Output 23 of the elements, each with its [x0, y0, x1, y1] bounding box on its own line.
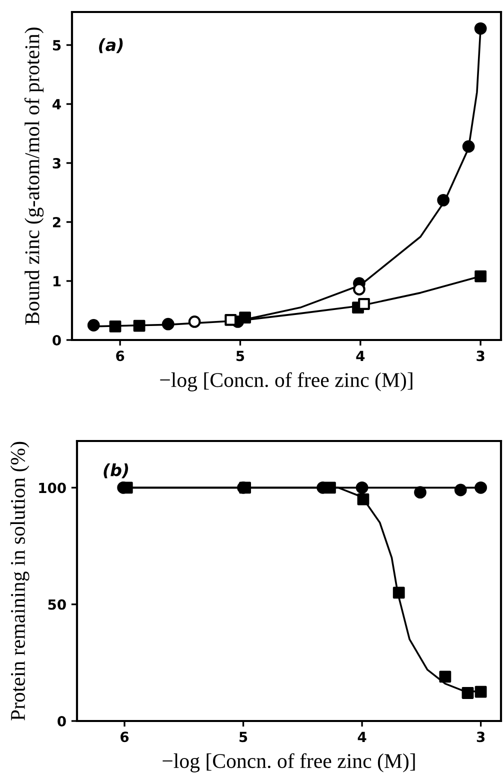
- x-axis-title: −log [Concn. of free zinc (M)]: [162, 753, 415, 772]
- annotation: (b): [104, 463, 128, 478]
- annotation: (a): [99, 38, 123, 54]
- x-tick-label: 6: [116, 350, 124, 362]
- y-tick-label: 0: [58, 716, 66, 726]
- y-tick-label: 2: [53, 216, 60, 228]
- y-axis-title: Bound zinc (g-atom/mol of protein): [24, 28, 44, 325]
- x-tick-label: 4: [356, 350, 365, 361]
- y-tick-label: 4: [52, 99, 61, 110]
- x-tick-label: 5: [240, 732, 248, 742]
- y-tick-label: 1: [53, 276, 61, 286]
- x-tick-label: 5: [236, 350, 244, 362]
- x-tick-label: 4: [358, 732, 366, 742]
- y-tick-label: 5: [52, 40, 61, 51]
- x-tick-label: 3: [476, 350, 484, 362]
- y-tick-label: 3: [52, 158, 60, 168]
- y-tick-label: 50: [48, 599, 66, 610]
- x-tick-label: 6: [120, 732, 129, 742]
- x-axis-title: −log [Concn. of free zinc (M)]: [160, 372, 412, 392]
- x-tick-label: 3: [476, 732, 485, 742]
- y-tick-label: 0: [52, 334, 61, 346]
- y-tick-label: 100: [39, 482, 66, 494]
- y-axis-title: Protein remaining in solution (%): [10, 442, 30, 720]
